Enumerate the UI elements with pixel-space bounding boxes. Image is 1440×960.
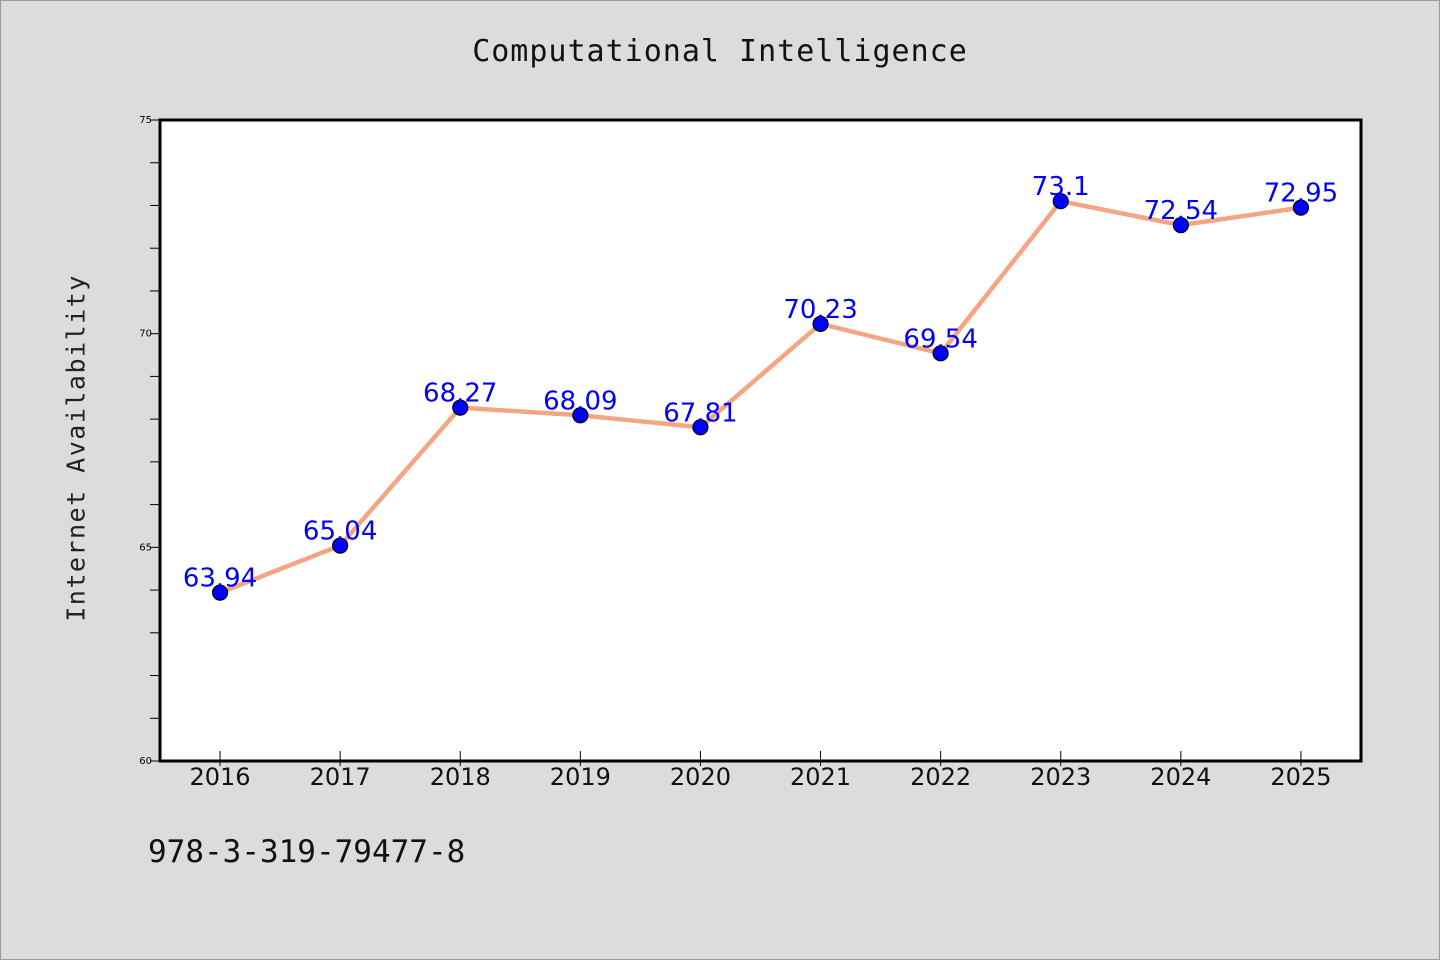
x-tick-label: 2020 — [670, 763, 731, 791]
plot-frame — [158, 118, 1363, 763]
x-tick-label: 2018 — [430, 763, 491, 791]
data-label: 73.1 — [1032, 172, 1090, 202]
x-tick-label: 2016 — [190, 763, 251, 791]
x-tick-label: 2025 — [1270, 763, 1331, 791]
data-point — [211, 584, 229, 601]
x-tick-label: 2019 — [550, 763, 611, 791]
data-point — [452, 399, 469, 416]
data-point — [932, 345, 949, 362]
x-tick-label: 2022 — [910, 763, 971, 791]
x-tick-label: 2021 — [790, 763, 851, 791]
data-point — [332, 537, 349, 554]
data-point — [1052, 193, 1069, 210]
chart-title: Computational Intelligence — [472, 34, 968, 69]
data-point — [812, 315, 829, 332]
data-label: 63.94 — [183, 564, 257, 594]
y-tick-label: 65 — [139, 542, 152, 553]
data-label: 65.04 — [303, 517, 377, 547]
series-line — [217, 198, 1304, 595]
data-label: 68.09 — [543, 386, 617, 416]
data-label: 72.95 — [1264, 179, 1338, 209]
footer-text: 978-3-319-79477-8 — [148, 834, 466, 870]
y-tick-label: 70 — [139, 329, 152, 340]
x-tick-label: 2024 — [1150, 763, 1211, 791]
data-point — [1292, 199, 1310, 216]
data-point — [572, 407, 589, 424]
data-label: 67.81 — [663, 398, 737, 428]
x-tick-label: 2023 — [1030, 763, 1091, 791]
y-tick-label: 60 — [139, 756, 152, 767]
data-point — [1172, 217, 1189, 234]
y-tick-label: 75 — [139, 115, 152, 126]
data-label: 70.23 — [783, 295, 857, 325]
data-label: 68.27 — [423, 379, 497, 409]
data-label: 69.54 — [903, 324, 977, 354]
data-label: 72.54 — [1144, 196, 1218, 226]
x-tick-label: 2017 — [310, 763, 371, 791]
plot-area — [160, 120, 1361, 761]
data-point — [692, 419, 709, 436]
